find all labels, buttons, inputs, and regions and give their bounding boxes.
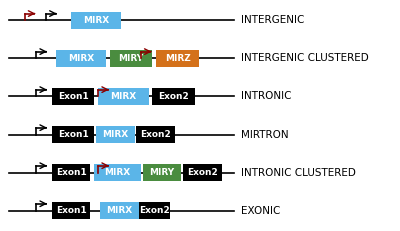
FancyBboxPatch shape <box>52 88 94 105</box>
FancyBboxPatch shape <box>52 126 94 143</box>
FancyBboxPatch shape <box>139 202 170 219</box>
FancyBboxPatch shape <box>52 164 90 181</box>
Text: Exon2: Exon2 <box>187 168 218 177</box>
Text: Exon2: Exon2 <box>139 206 170 215</box>
Text: INTRONIC: INTRONIC <box>242 91 292 101</box>
FancyBboxPatch shape <box>98 88 148 105</box>
FancyBboxPatch shape <box>100 202 139 219</box>
Text: Exon1: Exon1 <box>56 168 86 177</box>
FancyBboxPatch shape <box>152 88 195 105</box>
FancyBboxPatch shape <box>156 50 199 67</box>
Text: MIRX: MIRX <box>102 130 129 139</box>
FancyBboxPatch shape <box>184 164 222 181</box>
Text: INTRONIC CLUSTERED: INTRONIC CLUSTERED <box>242 167 356 178</box>
Text: Exon2: Exon2 <box>140 130 171 139</box>
Text: MIRX: MIRX <box>104 168 131 177</box>
Text: Exon1: Exon1 <box>56 206 86 215</box>
Text: MIRX: MIRX <box>110 92 136 101</box>
FancyBboxPatch shape <box>110 50 152 67</box>
FancyBboxPatch shape <box>56 50 106 67</box>
Text: INTERGENIC: INTERGENIC <box>242 15 305 25</box>
FancyBboxPatch shape <box>52 202 90 219</box>
FancyBboxPatch shape <box>136 126 175 143</box>
Text: MIRZ: MIRZ <box>165 54 190 63</box>
Text: MIRX: MIRX <box>83 16 109 25</box>
Text: Exon1: Exon1 <box>58 92 88 101</box>
FancyBboxPatch shape <box>96 126 135 143</box>
Text: Exon1: Exon1 <box>58 130 88 139</box>
Text: EXONIC: EXONIC <box>242 206 281 216</box>
Text: MIRY: MIRY <box>118 54 144 63</box>
Text: MIRX: MIRX <box>68 54 94 63</box>
FancyBboxPatch shape <box>143 164 182 181</box>
FancyBboxPatch shape <box>71 12 122 29</box>
Text: INTERGENIC CLUSTERED: INTERGENIC CLUSTERED <box>242 53 369 64</box>
Text: MIRX: MIRX <box>106 206 133 215</box>
FancyBboxPatch shape <box>94 164 141 181</box>
Text: MIRY: MIRY <box>150 168 175 177</box>
Text: MIRTRON: MIRTRON <box>242 130 289 140</box>
Text: Exon2: Exon2 <box>158 92 189 101</box>
